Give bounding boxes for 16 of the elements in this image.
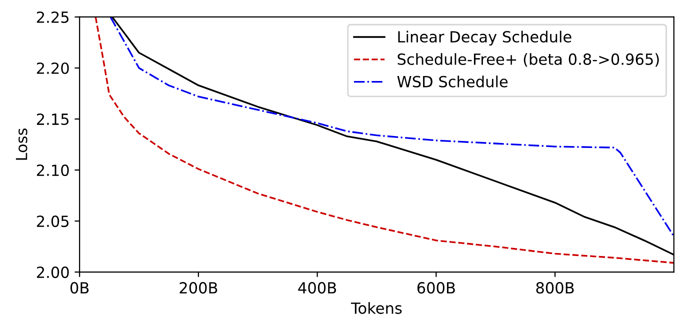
legend-label: Linear Decay Schedule — [398, 30, 572, 46]
x-tick-label: 400B — [298, 282, 336, 294]
y-tick-label: 2.20 — [36, 62, 69, 74]
x-tick-label: 600B — [417, 282, 455, 294]
y-tick-label: 2.25 — [36, 11, 69, 24]
y-tick-label: 2.10 — [36, 164, 69, 176]
x-tick-label: 800B — [536, 282, 574, 294]
y-tick-label: 2.00 — [36, 266, 69, 278]
legend-label: Schedule-Free+ (beta 0.8->0.965) — [398, 53, 659, 67]
y-tick-label: 2.05 — [36, 216, 69, 228]
y-axis-title: Loss — [16, 128, 28, 160]
legend-label: WSD Schedule — [397, 76, 508, 88]
x-tick-label: 200B — [180, 282, 218, 294]
y-tick-label: 2.15 — [36, 113, 69, 126]
x-axis-title: Tokens — [350, 302, 402, 314]
x-tick-label: 0B — [70, 282, 89, 294]
